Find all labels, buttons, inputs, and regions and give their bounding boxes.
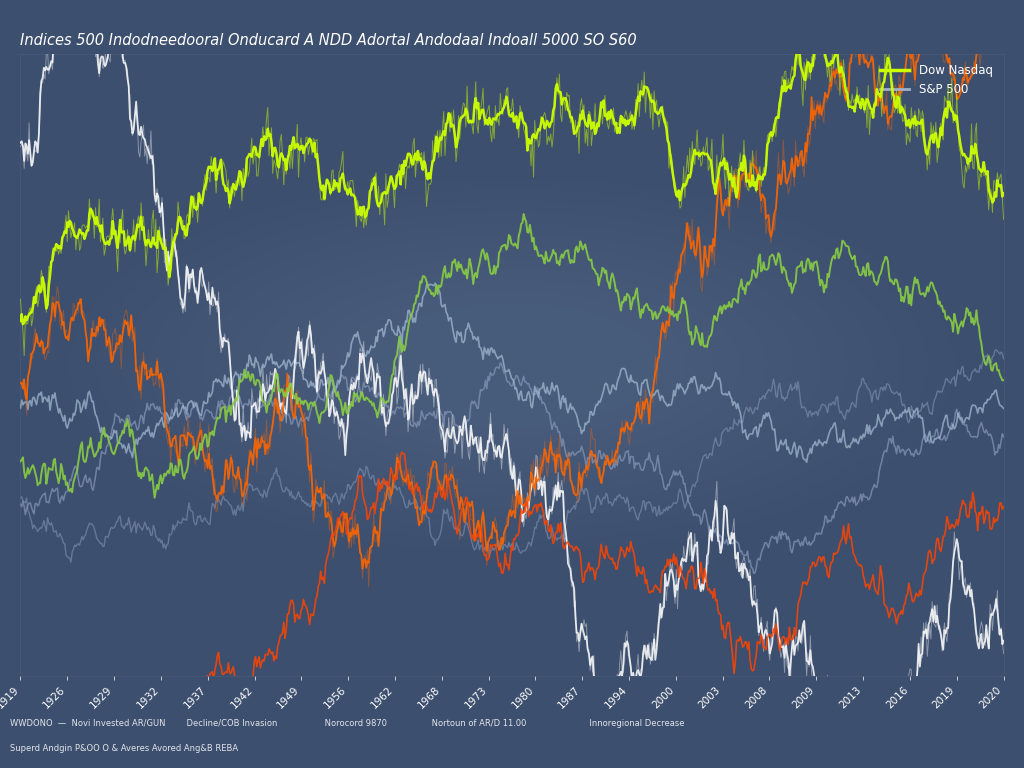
Text: Superd Andgin P&OO O & Averes Avored Ang&B REBA: Superd Andgin P&OO O & Averes Avored Ang… — [10, 744, 239, 753]
Text: Indices 500 Indodneedooral Onducard A NDD Adortal Andodaal Indoall 5000 SO S60: Indices 500 Indodneedooral Onducard A ND… — [20, 34, 637, 48]
Legend: Dow Nasdaq, S&P 500: Dow Nasdaq, S&P 500 — [876, 60, 997, 101]
Text: WWDONO  —  Novi Invested AR/GUN        Decline/COB Invasion                  Nor: WWDONO — Novi Invested AR/GUN Decline/CO… — [10, 719, 685, 728]
